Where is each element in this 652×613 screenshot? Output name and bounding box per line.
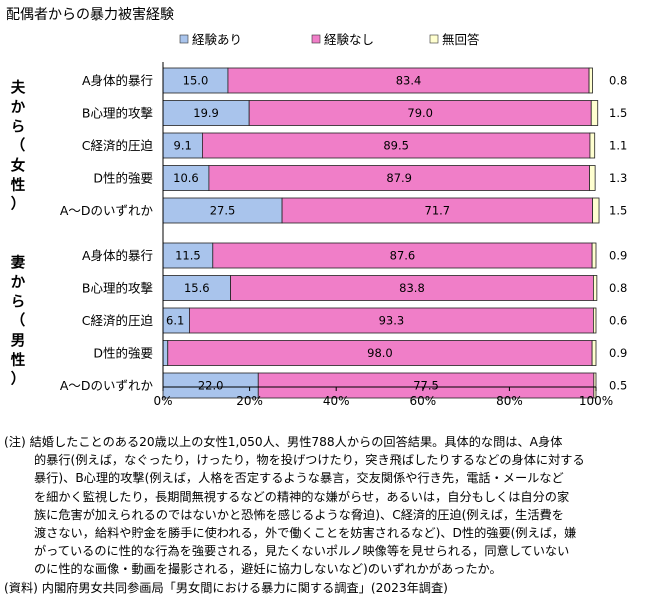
bar-segment xyxy=(593,307,597,334)
data-label: 77.5 xyxy=(413,379,439,393)
data-label: 9.1 xyxy=(174,139,192,153)
category-label: C経済的圧迫 xyxy=(82,138,154,153)
data-label: 10.6 xyxy=(173,171,199,185)
data-label: 11.5 xyxy=(175,249,201,263)
legend-label: 経験なし xyxy=(324,32,374,47)
bar-segment xyxy=(162,275,231,301)
stacked-bar-chart: 経験あり 経験なし 無回答 夫から（女性） 妻から（男性） A身体的暴行 B心理的攻撃 C… xyxy=(11,32,628,408)
category-label: D性的強要 xyxy=(93,171,153,186)
legend-swatch xyxy=(429,34,439,44)
bar-segment xyxy=(202,132,591,159)
category-label: A～Dのいずれか xyxy=(60,378,154,393)
category-label: B心理的攻撃 xyxy=(82,281,153,296)
data-label: 15.6 xyxy=(184,281,210,295)
bar-segment xyxy=(162,165,210,191)
x-tick-label: 80% xyxy=(496,394,523,408)
data-label: 1.1 xyxy=(609,139,627,153)
legend: 経験あり 経験なし 無回答 xyxy=(179,32,480,47)
note-line: (注) 結婚したことのある20歳以上の女性1,050人、男性788人からの回答結… xyxy=(4,435,563,449)
bar-segment xyxy=(167,340,593,366)
bar-segment xyxy=(591,242,597,269)
category-label: A身体的暴行 xyxy=(82,73,153,88)
bar-segment xyxy=(281,197,593,224)
bar-segment xyxy=(162,242,214,269)
data-label: 87.6 xyxy=(390,249,416,263)
bar-segment xyxy=(592,197,600,224)
x-tick-label: 100% xyxy=(579,394,613,408)
data-label: 83.4 xyxy=(396,74,422,88)
legend-swatch xyxy=(179,34,189,44)
x-tick-label: 40% xyxy=(323,394,350,408)
bar-segment xyxy=(588,67,593,94)
bar-segment xyxy=(589,165,596,191)
x-tick-label: 0% xyxy=(153,394,172,408)
bar-segment xyxy=(593,275,598,301)
data-label: 19.9 xyxy=(193,106,219,120)
data-label: 0.6 xyxy=(609,314,627,328)
note-line: がっているのに性的な行為を強要される，見たくないポルノ映像等を見せられる，同意し… xyxy=(34,544,570,559)
bar-segment xyxy=(589,132,596,159)
category-label: D性的強要 xyxy=(93,346,153,361)
bar-segment xyxy=(591,340,597,366)
note-line: のに性的な画像・動画を撮影される，避妊に協力しないなど)のいずれかがあったか。 xyxy=(34,562,502,577)
data-label: 89.5 xyxy=(383,139,409,153)
bars: 15.0 83.4 0.8 19.9 79.0 1.5 9.1 89.5 1.1 10.6 87.9… xyxy=(162,67,627,399)
x-axis: 0% 20% 40% 60% 80% 100% xyxy=(153,62,613,408)
bar-segment xyxy=(230,275,594,301)
note-line: 暴行)、B心理的攻撃(例えば，人格を否定するような暴言，交友関係や行き先，電話・… xyxy=(34,471,564,486)
data-label: 87.9 xyxy=(386,171,412,185)
data-label: 0.8 xyxy=(609,74,627,88)
data-label: 1.3 xyxy=(609,171,627,185)
note-line: 族に危害が加えられるのではないかと恐怖を感じるような脅迫)、C経済的圧迫(例えば… xyxy=(34,507,564,522)
data-label: 71.7 xyxy=(425,204,451,218)
note-line: 的暴行(例えば，なぐったり，けったり，物を投げつけたり，突き飛ばしたりするなどの… xyxy=(34,453,585,468)
legend-swatch xyxy=(311,34,321,44)
legend-label: 無回答 xyxy=(442,32,480,47)
bar-segment xyxy=(208,165,590,191)
category-label: A～Dのいずれか xyxy=(60,203,154,218)
bar-segment xyxy=(257,372,595,399)
group-label: 夫から（女性） xyxy=(11,78,26,212)
bar-segment xyxy=(162,307,190,334)
data-label: 27.5 xyxy=(210,204,236,218)
bar-segment xyxy=(162,132,203,159)
legend-label: 経験あり xyxy=(192,32,242,47)
data-label: 79.0 xyxy=(407,106,433,120)
bar-segment xyxy=(162,372,259,399)
data-label: 6.1 xyxy=(166,314,184,328)
category-labels: A身体的暴行 B心理的攻撃 C経済的圧迫 D性的強要 A～Dのいずれか A身体的暴行 B心理… xyxy=(60,73,154,393)
note-line: 渡さない，給料や貯金を勝手に使われる，外で働くことを妨害されるなど)、D性的強要… xyxy=(34,526,577,541)
data-label: 0.9 xyxy=(609,249,627,263)
bar-segment xyxy=(212,242,593,269)
note-line: を細かく監視したり，長期間無視するなどの精神的な嫌がらせ，あるいは，自分もしくは… xyxy=(34,489,570,504)
data-label: 22.0 xyxy=(198,379,224,393)
category-label: C経済的圧迫 xyxy=(82,313,154,328)
category-label: B心理的攻撃 xyxy=(82,106,153,121)
x-tick-label: 60% xyxy=(409,394,436,408)
note-line: (資料) 内閣府男女共同参画局「男女間における暴力に関する調査」(2023年調査… xyxy=(4,580,448,595)
bar-segment xyxy=(593,372,597,399)
category-label: A身体的暴行 xyxy=(82,248,153,263)
data-label: 93.3 xyxy=(379,314,405,328)
data-label: 0.9 xyxy=(609,346,627,360)
bar-segment xyxy=(162,340,169,366)
data-label: 0.8 xyxy=(609,281,627,295)
bar-segment xyxy=(590,100,599,126)
group-labels: 夫から（女性） 妻から（男性） xyxy=(11,78,26,387)
x-tick-label: 20% xyxy=(236,394,263,408)
data-label: 98.0 xyxy=(367,346,393,360)
data-label: 83.8 xyxy=(399,281,425,295)
data-label: 1.5 xyxy=(609,106,627,120)
data-label: 15.0 xyxy=(183,74,209,88)
group-label: 妻から（男性） xyxy=(11,253,26,387)
bar-segment xyxy=(162,197,283,224)
data-label: 0.5 xyxy=(609,379,627,393)
data-label: 1.5 xyxy=(609,204,627,218)
chart-title: 配偶者からの暴力被害経験 xyxy=(6,7,174,23)
notes: (注) 結婚したことのある20歳以上の女性1,050人、男性788人からの回答結… xyxy=(4,433,648,597)
bar-segment xyxy=(227,67,590,94)
